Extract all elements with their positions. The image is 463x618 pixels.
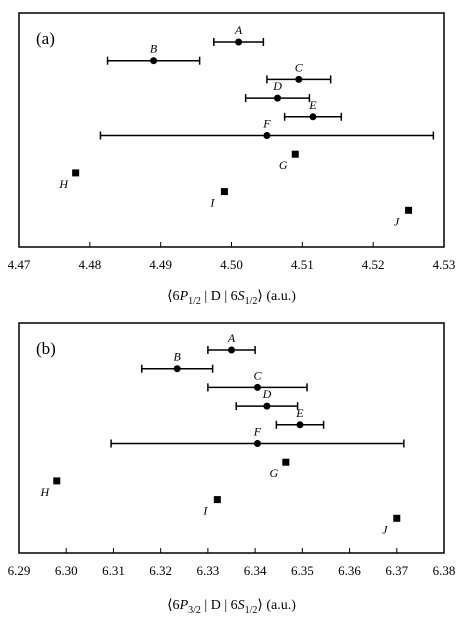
xlabel-p: P [179, 598, 189, 613]
panel-b-xtick-label: 6.37 [385, 563, 408, 578]
panel-a-point-a-label: A [234, 23, 243, 37]
panel-a-point-d-label: D [272, 79, 282, 93]
panel-a-point-i-label: I [209, 196, 215, 210]
panel-b-point-a-marker [228, 346, 235, 354]
panel-b-point-d-marker [263, 402, 271, 410]
panel-a-point-h-label: H [58, 177, 69, 191]
panel-b-x-axis-label: ⟨6P3/2 | D | 6S1/2⟩ (a.u.) [167, 598, 296, 616]
panel-a-point-g-label: G [279, 158, 288, 172]
panel-b-point-f-label: F [253, 425, 262, 439]
panel-b-point-h-label: H [39, 485, 50, 499]
panel-b-point-j-label: J [382, 522, 388, 536]
xlabel-mid: | D | 6 [201, 598, 238, 613]
panel-b-frame [18, 322, 445, 554]
panel-b-xtick-label: 6.29 [8, 563, 31, 578]
panel-b-point-c-marker [253, 383, 261, 391]
xlabel-sub: 3/2 [188, 605, 201, 616]
panel-a-point-h-marker [72, 169, 80, 177]
panel-a-xtick-label: 4.53 [433, 257, 456, 272]
panel-a-label: (a) [36, 29, 55, 48]
panel-b-point-f-marker [253, 440, 261, 447]
panel-b-point-b-marker [173, 365, 181, 373]
panel-a-point-j-marker [405, 206, 413, 214]
panel-b-label: (b) [36, 339, 56, 358]
panel-b-point-g-marker [282, 458, 290, 466]
panel-b-point-h-marker [53, 477, 61, 485]
panel-b-point-b-label: B [174, 350, 182, 364]
panel-a-point-e-marker [309, 113, 317, 121]
panel-a-point-a-marker [235, 38, 243, 46]
xlabel-sub: 1/2 [188, 296, 201, 307]
panel-a-xtick-label: 4.51 [291, 257, 314, 272]
panel-a-xtick-label: 4.50 [220, 257, 243, 272]
panel-b-xtick-label: 6.33 [197, 563, 220, 578]
panel-b-xtick-label: 6.31 [102, 563, 125, 578]
panel-b-xtick-label: 6.36 [338, 563, 361, 578]
panel-a-point-e-label: E [308, 98, 317, 112]
panel-b-xtick-label: 6.35 [291, 563, 314, 578]
panel-a-point-j-label: J [394, 214, 400, 228]
panel-b: (b) 6.29 6.30 6.31 6.32 6.33 6.34 6.35 6.36 6.37 6… [8, 322, 456, 616]
xlabel-open: ⟨6 [167, 598, 179, 613]
panel-a-frame [18, 12, 445, 248]
panel-b-xtick-label: 6.32 [149, 563, 172, 578]
panel-a-point-c-marker [295, 75, 303, 83]
panel-b-point-a-label: A [227, 331, 236, 345]
panel-a-point-b-label: B [150, 42, 158, 56]
panel-b-xtick-label: 6.34 [244, 563, 267, 578]
panel-a-xtick-label: 4.47 [8, 257, 31, 272]
panel-a-point-c-label: C [295, 60, 304, 74]
panel-b-point-j-marker [393, 514, 401, 522]
panel-b-point-i-label: I [202, 504, 208, 518]
panel-a-point-i-marker [220, 188, 228, 196]
xlabel-close: ⟩ (a.u.) [257, 289, 296, 304]
xlabel-s: S [238, 289, 245, 304]
xlabel-p: P [179, 289, 189, 304]
xlabel-s: S [238, 598, 245, 613]
xlabel-open: ⟨6 [167, 289, 179, 304]
panel-a: (a)4.47 4.48 4.49 4.50 4.51 4.52 4.53⟨6P1/2 | … [8, 12, 456, 307]
panel-a-point-b-marker [150, 57, 158, 65]
panel-a-xtick-label: 4.48 [78, 257, 101, 272]
panel-b-point-i-marker [213, 496, 221, 504]
panel-a-point-d-marker [274, 94, 282, 102]
xlabel-sub2: 1/2 [245, 605, 258, 616]
panel-a-xtick-label: 4.49 [149, 257, 172, 272]
panel-b-point-e-label: E [295, 406, 304, 420]
xlabel-mid: | D | 6 [201, 289, 238, 304]
panel-a-point-f-label: F [262, 117, 271, 131]
panel-b-point-c-label: C [253, 368, 262, 382]
panel-b-point-g-label: G [269, 466, 278, 480]
panel-b-xtick-label: 6.38 [433, 563, 456, 578]
panel-b-point-e-marker [296, 421, 304, 429]
panel-a-point-f-marker [263, 132, 271, 139]
xlabel-close: ⟩ (a.u.) [257, 598, 296, 613]
xlabel-sub2: 1/2 [245, 296, 258, 307]
panel-a-point-g-marker [291, 150, 299, 158]
panel-a-xtick-label: 4.52 [362, 257, 385, 272]
panel-a-x-axis-label: ⟨6P1/2 | D | 6S1/2⟩ (a.u.) [167, 289, 296, 307]
panel-b-xtick-label: 6.30 [55, 563, 78, 578]
panel-b-point-d-label: D [262, 387, 272, 401]
